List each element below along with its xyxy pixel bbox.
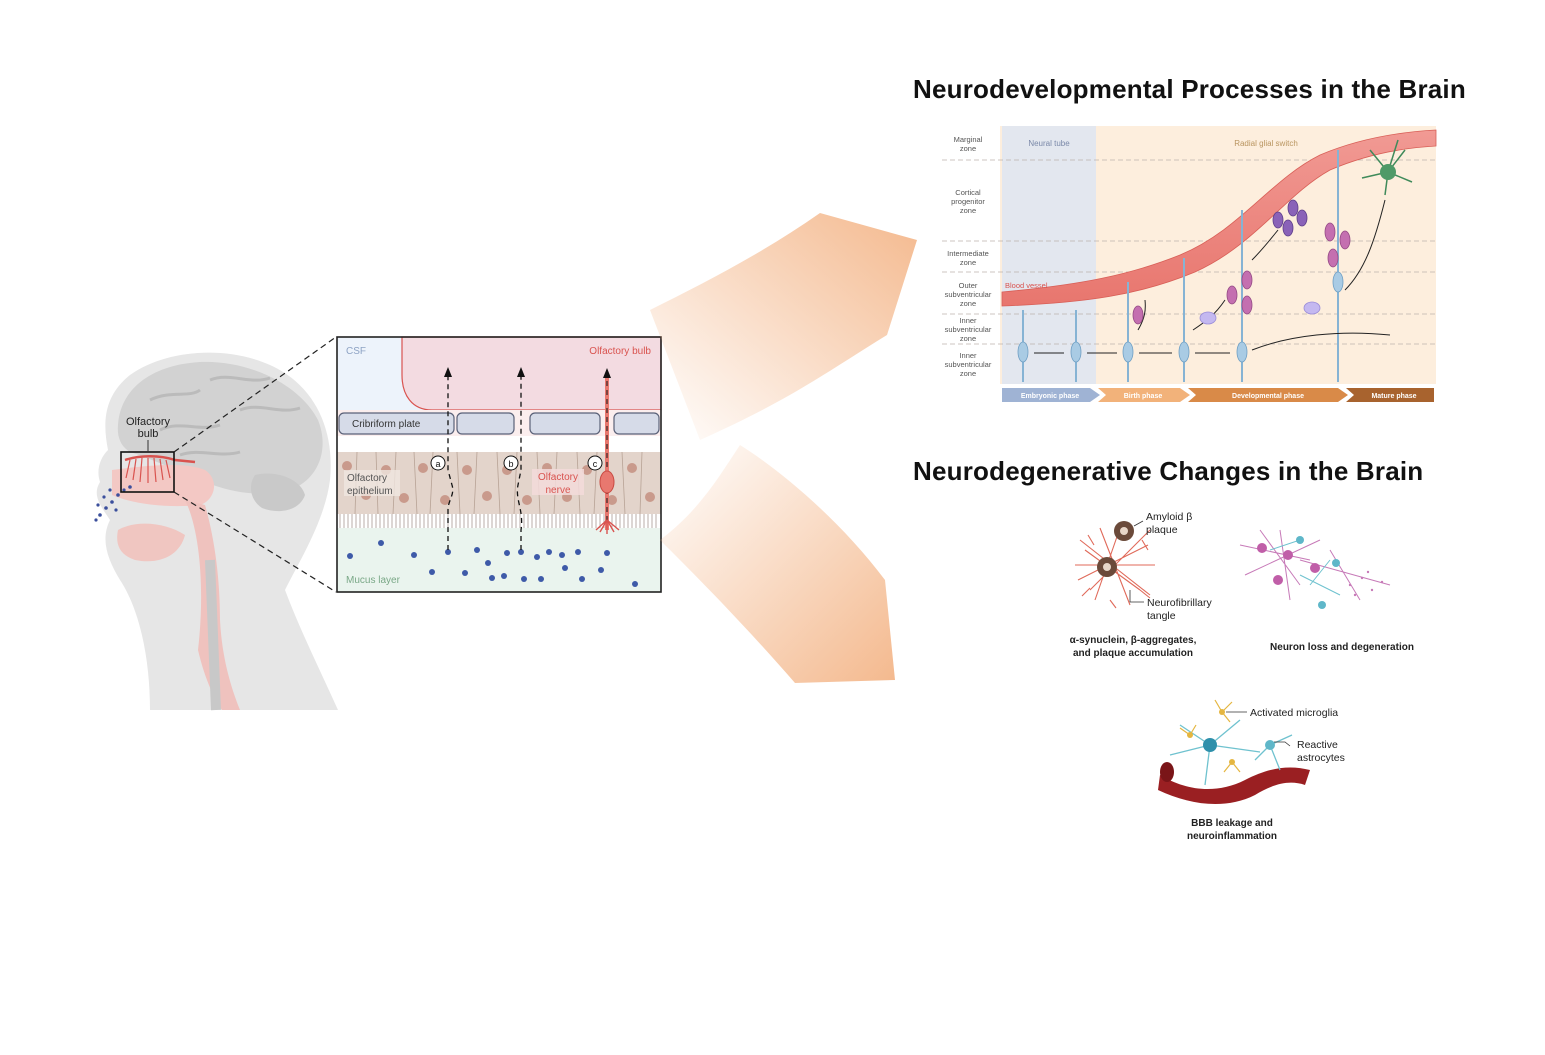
route-a-label: a: [435, 459, 440, 469]
olfactory-nerve-fibers: [125, 457, 171, 483]
olfactory-bulb-small: [124, 455, 196, 464]
nasal-airway: [112, 465, 215, 507]
route-b-label: b: [508, 459, 513, 469]
nose-particles: [94, 485, 132, 522]
leaky-vessel: [1158, 767, 1310, 805]
zone-marginal-1: Marginal: [954, 135, 983, 144]
zone-intermediate-1: Intermediate: [947, 249, 989, 258]
blood-vessel: [1001, 129, 1437, 307]
zone-inner-b-1: Inner: [959, 351, 977, 360]
cilia: [339, 514, 657, 528]
degeneration-diagram: Amyloid β plaque Neurofibrillary tangle …: [1070, 511, 1414, 842]
zone-inner-a-3: zone: [960, 334, 976, 343]
neural-tube-region: [1002, 126, 1096, 384]
arrow-to-degeneration: [660, 445, 895, 683]
microglia-label: Activated microglia: [1250, 707, 1338, 719]
neuron-loss-illustration: [1239, 529, 1391, 601]
migrating-neurons: [1132, 222, 1351, 325]
olfactory-epithelium-label-2: epithelium: [347, 486, 393, 497]
zone-labels: Marginal zone Cortical progenitor zone I…: [945, 135, 992, 378]
head-illustration: Olfactory bulb: [94, 336, 338, 711]
inset-panel: CSF Olfactory bulb Cribriform plate Olfa…: [336, 336, 662, 593]
caption-aggregates-1: α-synuclein, β-aggregates,: [1070, 635, 1197, 646]
arrow-to-development: [650, 213, 917, 440]
amyloid-label-2: plaque: [1146, 524, 1178, 536]
olfactory-epithelium-label-1: Olfactory: [347, 473, 387, 484]
cerebellum: [250, 473, 305, 512]
neuron-dendrites: [595, 519, 620, 534]
zone-inner-b-3: zone: [960, 369, 976, 378]
zone-intermediate-2: zone: [960, 258, 976, 267]
olfactory-nerve-label-1: Olfactory: [538, 472, 578, 483]
route-b-arrowhead: [517, 367, 525, 377]
mucus-particles: [347, 540, 638, 587]
zoom-line-top: [173, 336, 337, 453]
phase-embryonic: Embryonic phase: [1021, 393, 1079, 400]
cribriform-plate-1: [338, 412, 455, 435]
spine: [205, 559, 221, 711]
olfactory-bulb-inset-label: Olfactory bulb: [589, 346, 651, 357]
astrocytes-label-2: astrocytes: [1297, 752, 1345, 764]
zone-outer-1: Outer: [959, 281, 978, 290]
olfactory-bulb-label-1: Olfactory: [126, 416, 171, 428]
development-diagram: Neural tube Radial glial switch Marginal…: [942, 126, 1437, 402]
phase-developmental: Developmental phase: [1232, 393, 1304, 400]
radial-glial-switch-label: Radial glial switch: [1234, 139, 1298, 148]
nft-label-2: tangle: [1147, 610, 1176, 622]
bbb-illustration: Activated microglia Reactive astrocytes: [1158, 699, 1345, 805]
mucus-layer-label: Mucus layer: [346, 575, 401, 586]
nft-label-1: Neurofibrillary: [1147, 597, 1213, 609]
caption-aggregates-2: and plaque accumulation: [1073, 648, 1193, 659]
neural-tube-label: Neural tube: [1028, 139, 1070, 148]
csf-label: CSF: [346, 346, 366, 357]
cribriform-plate-4: [613, 412, 660, 435]
olfactory-neuron-body: [599, 470, 615, 494]
phase-birth: Birth phase: [1124, 393, 1163, 400]
blood-vessel-label: Blood vessel: [1005, 281, 1048, 290]
brain-folds: [149, 375, 301, 457]
route-c-arrowhead: [603, 368, 611, 378]
zone-inner-a-2: subventricular: [945, 325, 992, 334]
route-a-arrowhead: [444, 367, 452, 377]
olfactory-nerve-label-2: nerve: [545, 485, 570, 496]
route-a-arrow: [447, 375, 454, 550]
phase-bar: [1002, 388, 1434, 402]
olfactory-bulb-label-2: bulb: [138, 428, 159, 440]
amyloid-label-1: Amyloid β: [1146, 511, 1192, 523]
phase-mature: Mature phase: [1371, 393, 1416, 400]
mucus-region: [337, 528, 661, 592]
route-c-label: c: [593, 459, 598, 469]
cribriform-plate-2: [456, 412, 515, 435]
caption-bbb-1: BBB leakage and: [1191, 818, 1273, 829]
zone-cortical-3: zone: [960, 206, 976, 215]
zone-inner-b-2: subventricular: [945, 360, 992, 369]
cortical-neurons: [1272, 199, 1308, 237]
zone-cortical-1: Cortical: [955, 188, 981, 197]
zone-inner-a-1: Inner: [959, 316, 977, 325]
caption-bbb-2: neuroinflammation: [1187, 831, 1277, 842]
zone-outer-3: zone: [960, 299, 976, 308]
neuron-loss-cells: [1257, 536, 1340, 609]
cribriform-plate-3: [529, 412, 601, 435]
zone-outer-2: subventricular: [945, 290, 992, 299]
zoom-line-bottom: [173, 491, 337, 593]
astrocytes-label-1: Reactive: [1297, 739, 1338, 751]
caption-neuron-loss: Neuron loss and degeneration: [1270, 642, 1414, 653]
intermediate-progenitors: [1199, 301, 1321, 325]
dev-title: Neurodevelopmental Processes in the Brai…: [913, 74, 1466, 104]
zone-marginal-2: zone: [960, 144, 976, 153]
route-b-arrow: [516, 375, 523, 550]
radial-glia-bodies: [1017, 271, 1344, 363]
cribriform-plate-label: Cribriform plate: [352, 419, 421, 430]
degen-title: Neurodegenerative Changes in the Brain: [913, 456, 1424, 486]
mature-neuron: [1361, 139, 1413, 196]
mouth-tongue: [117, 523, 185, 562]
zone-cortical-2: progenitor: [951, 197, 985, 206]
